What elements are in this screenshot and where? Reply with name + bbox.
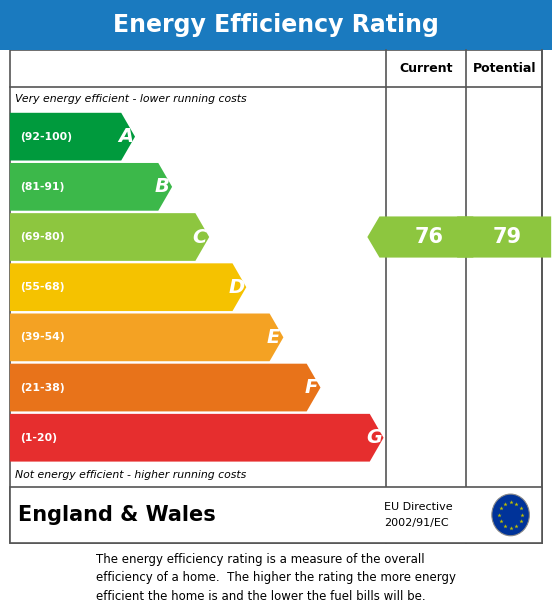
Text: Energy Efficiency Rating: Energy Efficiency Rating: [113, 13, 439, 37]
Polygon shape: [445, 216, 551, 257]
Polygon shape: [10, 113, 135, 161]
Bar: [0, 0, 552, 50]
Text: G: G: [366, 428, 382, 447]
Text: (92-100): (92-100): [20, 132, 72, 142]
Text: (55-68): (55-68): [20, 282, 65, 292]
Text: (69-80): (69-80): [20, 232, 65, 242]
Text: Current: Current: [400, 62, 453, 75]
Text: The energy efficiency rating is a measure of the overall
efficiency of a home.  : The energy efficiency rating is a measur…: [96, 553, 456, 603]
Text: 2002/91/EC: 2002/91/EC: [384, 518, 448, 528]
Polygon shape: [10, 213, 209, 261]
Text: A: A: [118, 127, 133, 146]
Bar: [10, 50, 542, 543]
Circle shape: [492, 494, 529, 536]
Polygon shape: [10, 264, 246, 311]
Text: EU Directive: EU Directive: [384, 501, 452, 512]
Text: F: F: [304, 378, 317, 397]
Text: (39-54): (39-54): [20, 332, 65, 343]
Polygon shape: [368, 216, 473, 257]
Text: Potential: Potential: [473, 62, 536, 75]
Text: England & Wales: England & Wales: [18, 505, 216, 525]
Text: Not energy efficient - higher running costs: Not energy efficient - higher running co…: [15, 470, 247, 480]
Text: E: E: [267, 328, 280, 347]
Text: B: B: [155, 177, 170, 196]
Text: C: C: [193, 227, 206, 246]
Bar: [10, 487, 542, 543]
Text: (81-91): (81-91): [20, 182, 64, 192]
Polygon shape: [10, 414, 384, 462]
Polygon shape: [10, 163, 172, 211]
Polygon shape: [10, 364, 321, 411]
Text: 76: 76: [415, 227, 444, 247]
Text: Very energy efficient - lower running costs: Very energy efficient - lower running co…: [15, 94, 247, 104]
Text: (21-38): (21-38): [20, 383, 65, 392]
Polygon shape: [10, 313, 283, 361]
Text: (1-20): (1-20): [20, 433, 57, 443]
Text: 79: 79: [492, 227, 522, 247]
Text: D: D: [229, 278, 245, 297]
